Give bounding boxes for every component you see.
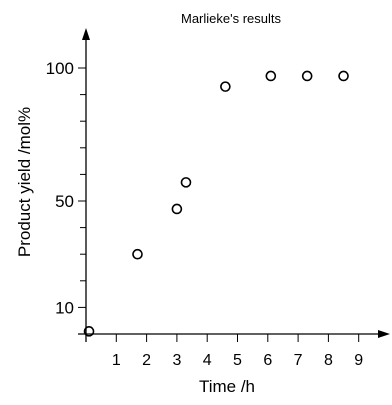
data-point — [83, 326, 95, 337]
x-tick-label: 4 — [203, 352, 212, 369]
x-tick-label: 3 — [172, 352, 181, 369]
x-axis-label: Time /h — [199, 377, 255, 396]
data-point — [171, 203, 183, 215]
x-axis-arrowhead — [378, 330, 390, 338]
data-point — [132, 248, 143, 260]
ticks: 1 2 3 4 5 6 7 8 9 10 50 100 — [46, 59, 364, 369]
y-tick-label: 10 — [55, 298, 74, 317]
data-points — [83, 70, 349, 337]
data-point — [220, 81, 231, 92]
x-tick-label: 1 — [112, 352, 121, 369]
y-tick-label: 50 — [55, 192, 74, 211]
x-tick-label: 8 — [324, 352, 333, 369]
data-point — [301, 70, 313, 82]
chart-title: Marlieke's results — [181, 11, 282, 26]
x-tick-label: 5 — [233, 352, 242, 369]
data-point — [338, 70, 349, 82]
x-tick-label: 2 — [142, 352, 151, 369]
y-axis-arrowhead — [82, 28, 90, 40]
data-point — [180, 177, 192, 188]
axes — [78, 28, 390, 342]
x-tick-label: 6 — [263, 352, 272, 369]
data-point — [265, 70, 277, 82]
x-tick-label: 7 — [294, 352, 303, 369]
y-tick-label: 100 — [46, 59, 74, 78]
y-axis-label: Product yield /mol% — [15, 107, 34, 257]
x-tick-label: 9 — [354, 352, 363, 369]
